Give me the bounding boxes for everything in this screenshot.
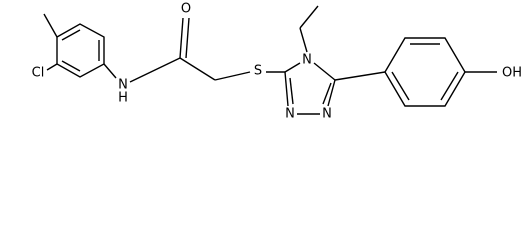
ring-bond — [313, 62, 336, 81]
methyl-bond — [43, 13, 58, 38]
cl-bond — [46, 63, 58, 71]
ethyl-bond — [299, 5, 319, 29]
atom-label: N — [285, 107, 295, 122]
ring-bond — [327, 79, 336, 107]
atom-label: N — [302, 53, 312, 68]
double-bond — [322, 82, 332, 105]
atom-label: N — [118, 78, 128, 93]
atom-label: S — [254, 64, 262, 79]
aryl-bond — [334, 71, 386, 81]
n-bond — [103, 63, 117, 79]
atom-label: N — [322, 107, 332, 122]
chain-bond — [179, 57, 216, 81]
phenyl-ring — [384, 37, 466, 107]
atom-label: OH — [502, 66, 522, 81]
atom-label: H — [118, 91, 128, 106]
ethyl-bond — [299, 27, 308, 53]
carbonyl-bond — [179, 17, 184, 59]
carbonyl-bond — [185, 17, 190, 59]
double-bond — [289, 77, 294, 105]
ring-bond — [284, 71, 289, 107]
benzene-ring — [56, 23, 105, 78]
amide-bond — [129, 57, 181, 83]
atom-label: O — [181, 2, 191, 17]
ring-bond — [284, 62, 301, 73]
double-bond — [391, 71, 410, 101]
atom-label: Cl — [32, 66, 45, 81]
double-bond — [61, 60, 81, 72]
double-bond — [440, 71, 459, 101]
structure-diagram: Cl N H O S N N N OH — [32, 2, 522, 122]
double-bond — [61, 29, 81, 41]
chain-bond — [214, 71, 251, 81]
bonds — [43, 5, 497, 115]
atom-labels: Cl N H O S N N N OH — [32, 2, 522, 122]
